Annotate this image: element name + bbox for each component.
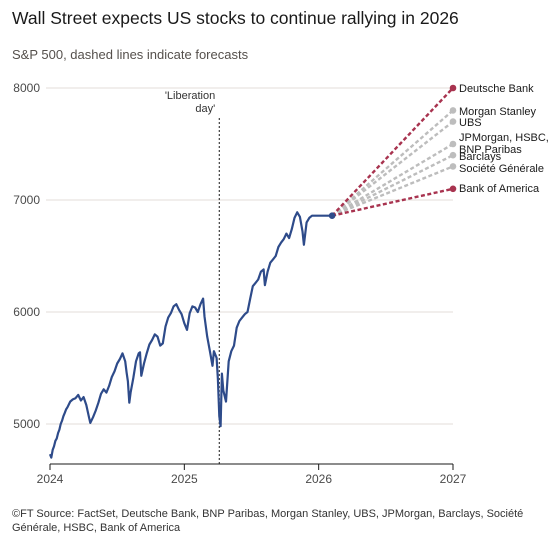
x-tick-label-2027: 2027 [440,472,467,486]
grid-layer [46,87,453,425]
liberation-day-label: 'Liberation day' [165,90,215,115]
axis-layer: 5000 6000 7000 8000 2024 2025 2026 2027 [13,81,466,486]
forecast-point-deutsche-bank [449,84,457,92]
liberation-day-label-line: 'Liberation [165,90,215,102]
sp500-latest-point [328,212,336,219]
source-note: ©FT Source: FactSet, Deutsche Bank, BNP … [12,508,524,534]
chart-title: Wall Street expects US stocks to continu… [12,8,459,28]
sp500-history-line [48,211,333,459]
forecast-line-barclays [331,154,454,217]
forecast-label-line: Deutsche Bank [459,83,534,95]
y-tick-label-5000: 5000 [13,417,40,431]
forecast-label-jpmorgan-hsbc-bnp-paribas: JPMorgan, HSBC, BNP Paribas [459,132,549,156]
forecast-label-bank-of-america: Bank of America [459,183,540,195]
y-tick-label-7000: 7000 [13,193,40,207]
forecast-point-jpmorgan-hsbc-bnp-paribas [449,140,457,148]
sp500-forecast-chart: 'Liberation day' Deutsche Bank Morgan Stan… [13,81,549,486]
forecast-label-line: JPMorgan, HSBC, [459,132,549,144]
forecast-line-bank-of-america [331,187,454,217]
forecast-label-soci-t-g-n-rale: Société Générale [459,163,544,175]
forecast-label-line: UBS [459,117,482,129]
history-layer [48,211,336,459]
forecast-line-jpmorgan-hsbc-bnp-paribas [331,142,454,217]
forecast-label-line: Société Générale [459,163,544,175]
forecast-label-deutsche-bank: Deutsche Bank [459,83,534,95]
x-tick-label-2024: 2024 [37,472,64,486]
annotation-layer: 'Liberation day' [165,90,220,464]
forecast-point-barclays [449,151,457,159]
x-tick-label-2025: 2025 [171,472,198,486]
forecast-line-morgan-stanley [331,109,454,217]
forecast-label-morgan-stanley: Morgan Stanley [459,106,537,118]
forecast-point-soci-t-g-n-rale [449,163,457,170]
liberation-day-label-line: day' [195,103,215,115]
forecast-point-morgan-stanley [449,107,457,114]
forecast-label-line: BNP Paribas [459,144,522,156]
forecast-label-barclays: Barclays [459,151,502,163]
y-tick-label-6000: 6000 [13,305,40,319]
forecast-label-ubs: UBS [459,117,482,129]
forecast-line-soci-t-g-n-rale [331,165,454,217]
forecast-point-ubs [449,118,457,125]
forecast-point-bank-of-america [449,185,457,193]
chart-subtitle: S&P 500, dashed lines indicate forecasts [12,47,249,62]
y-tick-label-8000: 8000 [13,81,40,95]
forecast-label-line: Barclays [459,151,502,163]
forecast-line-deutsche-bank [331,87,454,217]
x-tick-label-2026: 2026 [305,472,332,486]
forecast-label-line: Bank of America [459,183,540,195]
forecast-layer [331,84,457,217]
forecast-label-line: Morgan Stanley [459,106,537,118]
